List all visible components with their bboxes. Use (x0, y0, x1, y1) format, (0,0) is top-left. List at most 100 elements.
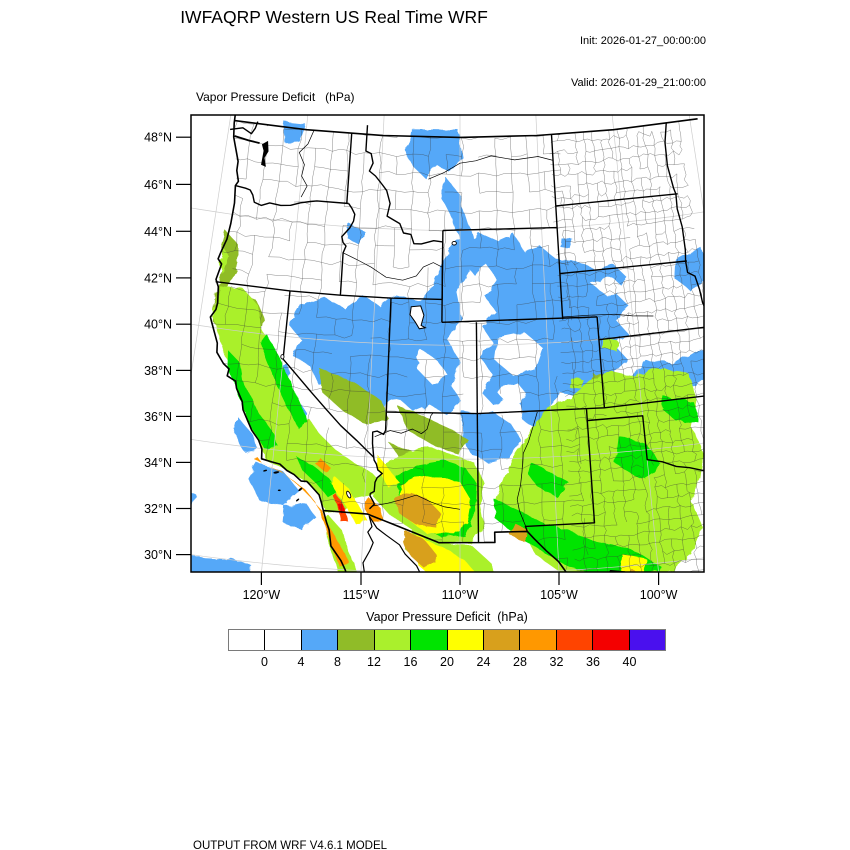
colorbar-cell-3 (338, 630, 375, 650)
vpd-fill-nw-newmexico-blue (460, 411, 519, 462)
border-mexico-border (323, 509, 627, 572)
map-fills (191, 120, 704, 572)
vpd-fill-texas-yellow (618, 552, 646, 572)
colorbar-cell-2 (301, 630, 339, 650)
river-columbia-river (298, 130, 315, 198)
border-lat45-border (442, 226, 558, 232)
strait-juan-de-fuca (234, 135, 260, 144)
footer-line1: OUTPUT FROM WRF V4.6.1 MODEL (193, 840, 388, 850)
vpd-fill-tx-panhandle-green (613, 434, 661, 478)
vpd-fill-arizona-strip-olive (394, 403, 468, 453)
salton-sea (346, 490, 352, 499)
vpd-fill-e-colorado-ltgreen-dot (567, 376, 582, 387)
colorbar-tick-label: 32 (549, 655, 564, 669)
lon-tick-label--120: 120°W (243, 588, 281, 602)
vpd-fill-san-juans-white (497, 380, 525, 404)
colorbar-tick-label: 36 (586, 655, 600, 669)
great-salt-lake (409, 305, 427, 330)
border-wa-id-border (346, 133, 353, 204)
vpd-fill-imperial-yellow (329, 475, 366, 523)
colorbar-tick-label: 0 (261, 655, 268, 669)
vpd-fill-sierra-slope-green (258, 331, 307, 427)
valid-time: Valid: 2026-01-29_21:00:00 (571, 77, 706, 89)
vpd-fill-utah-white-hole (415, 347, 448, 384)
border-az-nm-border (476, 413, 480, 543)
county-lines (210, 119, 704, 572)
colorbar-tick-label: 8 (334, 655, 341, 669)
colorbar-tick-label: 28 (513, 655, 527, 669)
colorbar-tick-label: 20 (440, 655, 454, 669)
lat-tick-label-36: 36°N (144, 410, 172, 424)
lat-tick-label-34: 34°N (144, 456, 172, 470)
lon-tick-label--105: 105°W (540, 588, 578, 602)
lon-tick-label--115: 115°W (343, 588, 380, 602)
vpd-fill-border-band-green (492, 497, 663, 572)
border-ok-tx-border (587, 415, 704, 472)
border-sd-ne-border (559, 260, 687, 275)
vpd-fill-sonora-border-gold (401, 529, 437, 569)
colorbar-cell-1 (265, 630, 302, 650)
lat-tick-label-46: 46°N (144, 178, 172, 192)
vpd-fill-baja-ltgreen (324, 513, 357, 572)
border-lat42-border (215, 281, 443, 301)
page-title: IWFAQRP Western US Real Time WRF (180, 7, 488, 27)
colorbar: Vapor Pressure Deficit (hPa) 0 4 8 12 16 20 24… (228, 610, 666, 671)
lat-tick-label-30: 30°N (144, 548, 172, 562)
border-lat41-border (441, 316, 598, 323)
river-rio-grande-nm (516, 411, 538, 532)
lat-tick-label-32: 32°N (144, 502, 172, 516)
colorbar-cell-5 (411, 630, 448, 650)
channel-island-2 (277, 489, 281, 492)
vpd-fill-nw-kansas-ltgreen-dot (600, 337, 618, 350)
border-canada-border (234, 118, 698, 139)
init-time: Init: 2026-01-27_00:00:00 (580, 35, 706, 47)
colorbar-cell-9 (556, 630, 594, 650)
map-frame (190, 114, 705, 573)
lon-tick-label--110: 110°W (442, 588, 479, 602)
vpd-fill-offshore-west-blue (191, 491, 195, 505)
lat-tick-label-42: 42°N (144, 271, 172, 285)
model-footer: OUTPUT FROM WRF V4.6.1 MODEL WE = 310 ; … (193, 809, 645, 850)
border-nm-tx-border (524, 409, 596, 532)
channel-island-3 (298, 487, 303, 492)
axis-ticks: 48°N 46°N 44°N 42°N 40°N 38°N 36°N 34°N 32°N 30°N… (144, 131, 678, 602)
channel-island-1 (273, 471, 280, 474)
colorbar-tick-label: 4 (297, 655, 305, 669)
colorbar-tick-label: 40 (622, 655, 637, 669)
border-wa-or-border (235, 184, 349, 207)
vpd-fill-bigsur-coast-blue (232, 415, 258, 451)
colorbar-cell-6 (447, 630, 484, 650)
vpd-fill-offshore-sandiego-blue (282, 500, 314, 528)
border-id-mt-border (365, 125, 443, 245)
vpd-fill-offshore-channel-blue (246, 461, 297, 506)
river-colorado-river-grand-canyon (374, 413, 433, 438)
river-platte-river (562, 313, 654, 318)
vpd-fill-central-nevada-olive (318, 366, 388, 425)
border-id-wy-border (441, 241, 444, 300)
border-ne-ks-border (598, 326, 704, 341)
graticule (191, 115, 704, 572)
channel-island-0 (263, 469, 268, 472)
vpd-fill-colorado-river-yellow (375, 452, 398, 485)
border-ca-nv-border (282, 290, 383, 510)
colorbar-title: Vapor Pressure Deficit (hPa) (366, 610, 528, 624)
vpd-fill-plains-ltgreen (492, 366, 703, 572)
vpd-fill-snake-plain-white (361, 255, 427, 283)
border-ut-co-border (475, 322, 478, 414)
colorbar-cell-11 (629, 630, 666, 650)
colorbar-cell-10 (593, 630, 630, 650)
lon-tick-label--100: 100°W (640, 588, 678, 602)
channel-island-4 (295, 498, 300, 502)
colorbar-labels: 0 4 8 12 16 20 24 28 32 36 40 (228, 655, 666, 671)
lat-tick-label-48: 48°N (144, 131, 172, 145)
lat-tick-label-38: 38°N (144, 364, 172, 378)
vpd-fill-sierra-crest-blue-dot1 (280, 361, 291, 378)
colorbar-tick-label: 12 (367, 655, 381, 669)
river-gila-river (371, 494, 461, 510)
border-sonora-coast (368, 515, 421, 572)
yellowstone-lake (451, 240, 457, 246)
map-subtitle: Vapor Pressure Deficit (hPa) (196, 90, 355, 104)
vpd-fill-socal-coast-orange (254, 455, 348, 565)
